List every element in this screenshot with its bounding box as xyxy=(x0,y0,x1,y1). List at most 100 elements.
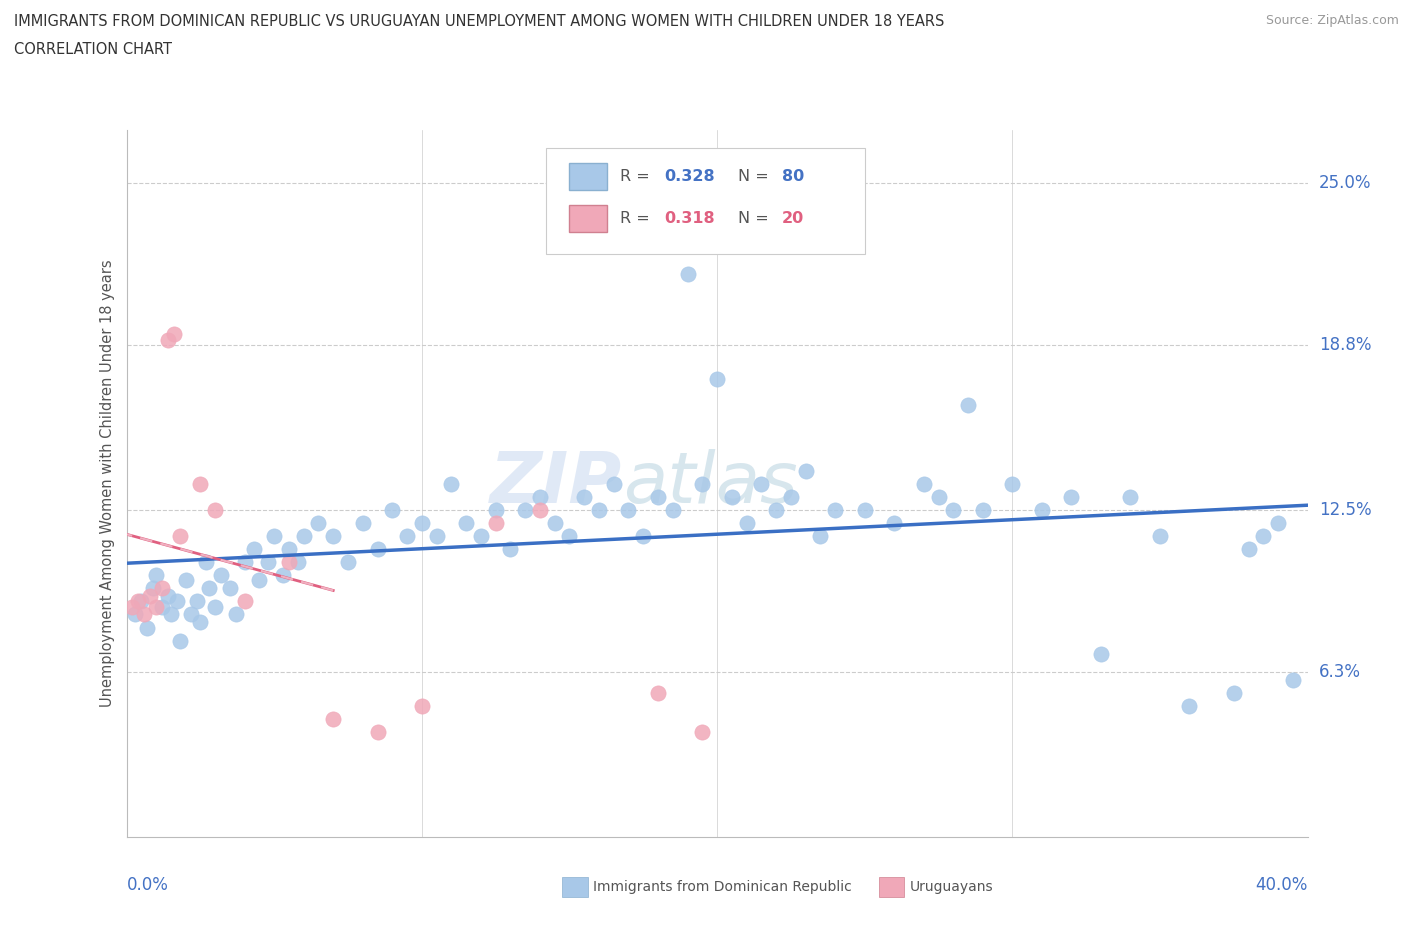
Point xyxy=(411,698,433,713)
Point xyxy=(690,476,713,491)
Point xyxy=(751,476,773,491)
Point xyxy=(322,528,344,543)
Point xyxy=(337,554,360,569)
Point xyxy=(912,476,935,491)
Point xyxy=(136,620,159,635)
Point xyxy=(602,476,624,491)
Point xyxy=(124,607,146,622)
Point xyxy=(145,599,167,614)
Point xyxy=(735,515,758,530)
Point xyxy=(574,489,596,504)
Point xyxy=(956,398,979,413)
Point xyxy=(204,599,226,614)
Text: 12.5%: 12.5% xyxy=(1319,500,1371,519)
Text: ZIP: ZIP xyxy=(491,449,623,518)
Text: 20: 20 xyxy=(782,211,804,226)
Point xyxy=(470,528,492,543)
Point xyxy=(198,581,221,596)
Point xyxy=(779,489,801,504)
Point xyxy=(647,489,669,504)
Point xyxy=(1282,672,1305,687)
Text: N =: N = xyxy=(738,168,775,183)
Point xyxy=(169,528,191,543)
Point xyxy=(278,541,301,556)
Point xyxy=(633,528,655,543)
Point xyxy=(1251,528,1274,543)
Point xyxy=(411,515,433,530)
Point xyxy=(366,541,388,556)
Text: Source: ZipAtlas.com: Source: ZipAtlas.com xyxy=(1265,14,1399,27)
Point xyxy=(1090,646,1112,661)
Point xyxy=(366,724,388,739)
Point xyxy=(484,502,508,517)
Point xyxy=(454,515,477,530)
Point xyxy=(499,541,522,556)
Text: IMMIGRANTS FROM DOMINICAN REPUBLIC VS URUGUAYAN UNEMPLOYMENT AMONG WOMEN WITH CH: IMMIGRANTS FROM DOMINICAN REPUBLIC VS UR… xyxy=(14,14,945,29)
Point xyxy=(156,589,179,604)
Point xyxy=(928,489,950,504)
Point xyxy=(174,573,197,588)
Point xyxy=(257,554,280,569)
Point xyxy=(588,502,610,517)
Point xyxy=(150,599,173,614)
Point xyxy=(242,541,264,556)
Point xyxy=(218,581,242,596)
Point xyxy=(440,476,463,491)
Point xyxy=(617,502,640,517)
Point xyxy=(515,502,537,517)
Text: 0.328: 0.328 xyxy=(664,168,714,183)
Point xyxy=(169,633,191,648)
Point xyxy=(225,607,247,622)
Point xyxy=(381,502,404,517)
Point xyxy=(853,502,876,517)
Text: 25.0%: 25.0% xyxy=(1319,174,1371,192)
Text: 18.8%: 18.8% xyxy=(1319,336,1371,353)
Point xyxy=(127,594,149,609)
Point xyxy=(396,528,419,543)
Point xyxy=(156,332,179,347)
Point xyxy=(233,594,256,609)
Point xyxy=(972,502,994,517)
Point xyxy=(263,528,285,543)
Point xyxy=(166,594,188,609)
Point xyxy=(810,528,832,543)
Point xyxy=(1149,528,1171,543)
Point xyxy=(209,568,232,583)
Text: 0.0%: 0.0% xyxy=(127,876,169,894)
Point xyxy=(188,476,211,491)
Point xyxy=(720,489,742,504)
Text: 0.318: 0.318 xyxy=(664,211,714,226)
Point xyxy=(278,554,301,569)
Point xyxy=(690,724,713,739)
FancyBboxPatch shape xyxy=(569,163,607,190)
Point xyxy=(1267,515,1289,530)
Point xyxy=(142,581,165,596)
Point xyxy=(529,502,551,517)
Point xyxy=(233,554,256,569)
Point xyxy=(307,515,329,530)
Text: 80: 80 xyxy=(782,168,804,183)
Point xyxy=(676,267,699,282)
Point xyxy=(139,589,162,604)
Point xyxy=(765,502,787,517)
Point xyxy=(1119,489,1142,504)
Point xyxy=(163,327,186,342)
Point xyxy=(942,502,965,517)
Point xyxy=(1060,489,1083,504)
Point xyxy=(160,607,183,622)
FancyBboxPatch shape xyxy=(569,206,607,232)
Point xyxy=(150,581,173,596)
Text: Immigrants from Dominican Republic: Immigrants from Dominican Republic xyxy=(593,880,852,895)
Point xyxy=(129,594,153,609)
Point xyxy=(1178,698,1201,713)
Point xyxy=(661,502,683,517)
Point xyxy=(287,554,309,569)
Point xyxy=(558,528,581,543)
Text: 6.3%: 6.3% xyxy=(1319,663,1361,681)
Point xyxy=(180,607,202,622)
Point xyxy=(134,607,156,622)
Text: R =: R = xyxy=(620,211,655,226)
Point xyxy=(1031,502,1053,517)
Text: R =: R = xyxy=(620,168,655,183)
Point xyxy=(322,711,344,726)
